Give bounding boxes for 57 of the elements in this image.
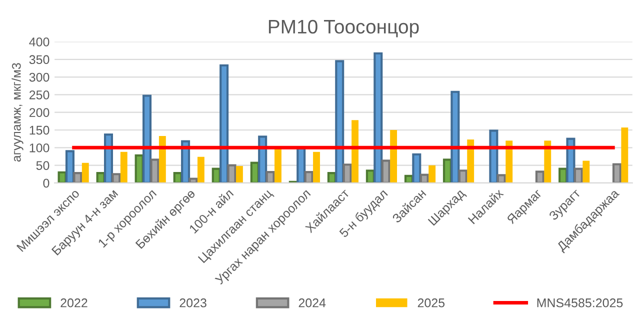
- bar: [374, 52, 383, 183]
- bar: [381, 160, 390, 183]
- bar: [412, 153, 422, 183]
- bar: [428, 165, 436, 183]
- bar: [612, 163, 622, 183]
- bar: [535, 170, 544, 183]
- bar: [296, 147, 306, 183]
- bar: [236, 166, 243, 183]
- chart-title: PM10 Тоосонцор: [268, 20, 419, 38]
- bar: [496, 174, 506, 183]
- y-tick-label: 50: [36, 161, 50, 170]
- legend-label: 2025: [418, 298, 445, 308]
- bar: [65, 150, 74, 183]
- bar: [506, 140, 513, 183]
- bar: [582, 160, 590, 183]
- bar: [352, 120, 358, 183]
- bar: [227, 164, 236, 183]
- y-tick-label: 150: [30, 126, 50, 135]
- bar: [158, 136, 166, 183]
- bar: [258, 136, 268, 183]
- bar: [342, 164, 352, 183]
- y-tick-label: 350: [29, 55, 50, 64]
- bar: [266, 170, 275, 183]
- legend-label: 2023: [180, 298, 206, 308]
- bar: [574, 168, 583, 183]
- legend-label: 2022: [60, 298, 88, 308]
- bar: [390, 130, 398, 183]
- bar: [304, 170, 314, 183]
- bar: [112, 173, 121, 183]
- bar: [467, 140, 474, 183]
- bar: [544, 140, 552, 183]
- bar: [450, 90, 460, 183]
- bar: [458, 170, 468, 183]
- y-tick-label: 300: [29, 72, 50, 82]
- bar: [142, 94, 152, 183]
- bar: [188, 178, 198, 183]
- y-tick-label: 0: [43, 178, 50, 188]
- bar: [313, 152, 320, 183]
- bar: [489, 130, 498, 183]
- y-axis-title: агууламж, мкг/м3: [12, 63, 24, 162]
- bar: [197, 156, 204, 183]
- bar: [73, 172, 82, 183]
- y-tick-label: 200: [29, 108, 50, 117]
- bar: [621, 128, 628, 183]
- bar: [150, 158, 160, 183]
- y-tick-label: 400: [29, 38, 50, 46]
- bar: [335, 60, 344, 183]
- bar: [274, 148, 282, 183]
- bar: [82, 162, 89, 183]
- bar: [220, 64, 229, 183]
- legend-label: 2024: [298, 298, 326, 308]
- bar: [120, 152, 128, 183]
- legend-label: MNS4585:2025: [537, 298, 623, 308]
- bar: [420, 174, 429, 183]
- bar: [104, 134, 114, 183]
- y-tick-label: 250: [29, 90, 50, 100]
- y-tick-label: 100: [30, 143, 50, 152]
